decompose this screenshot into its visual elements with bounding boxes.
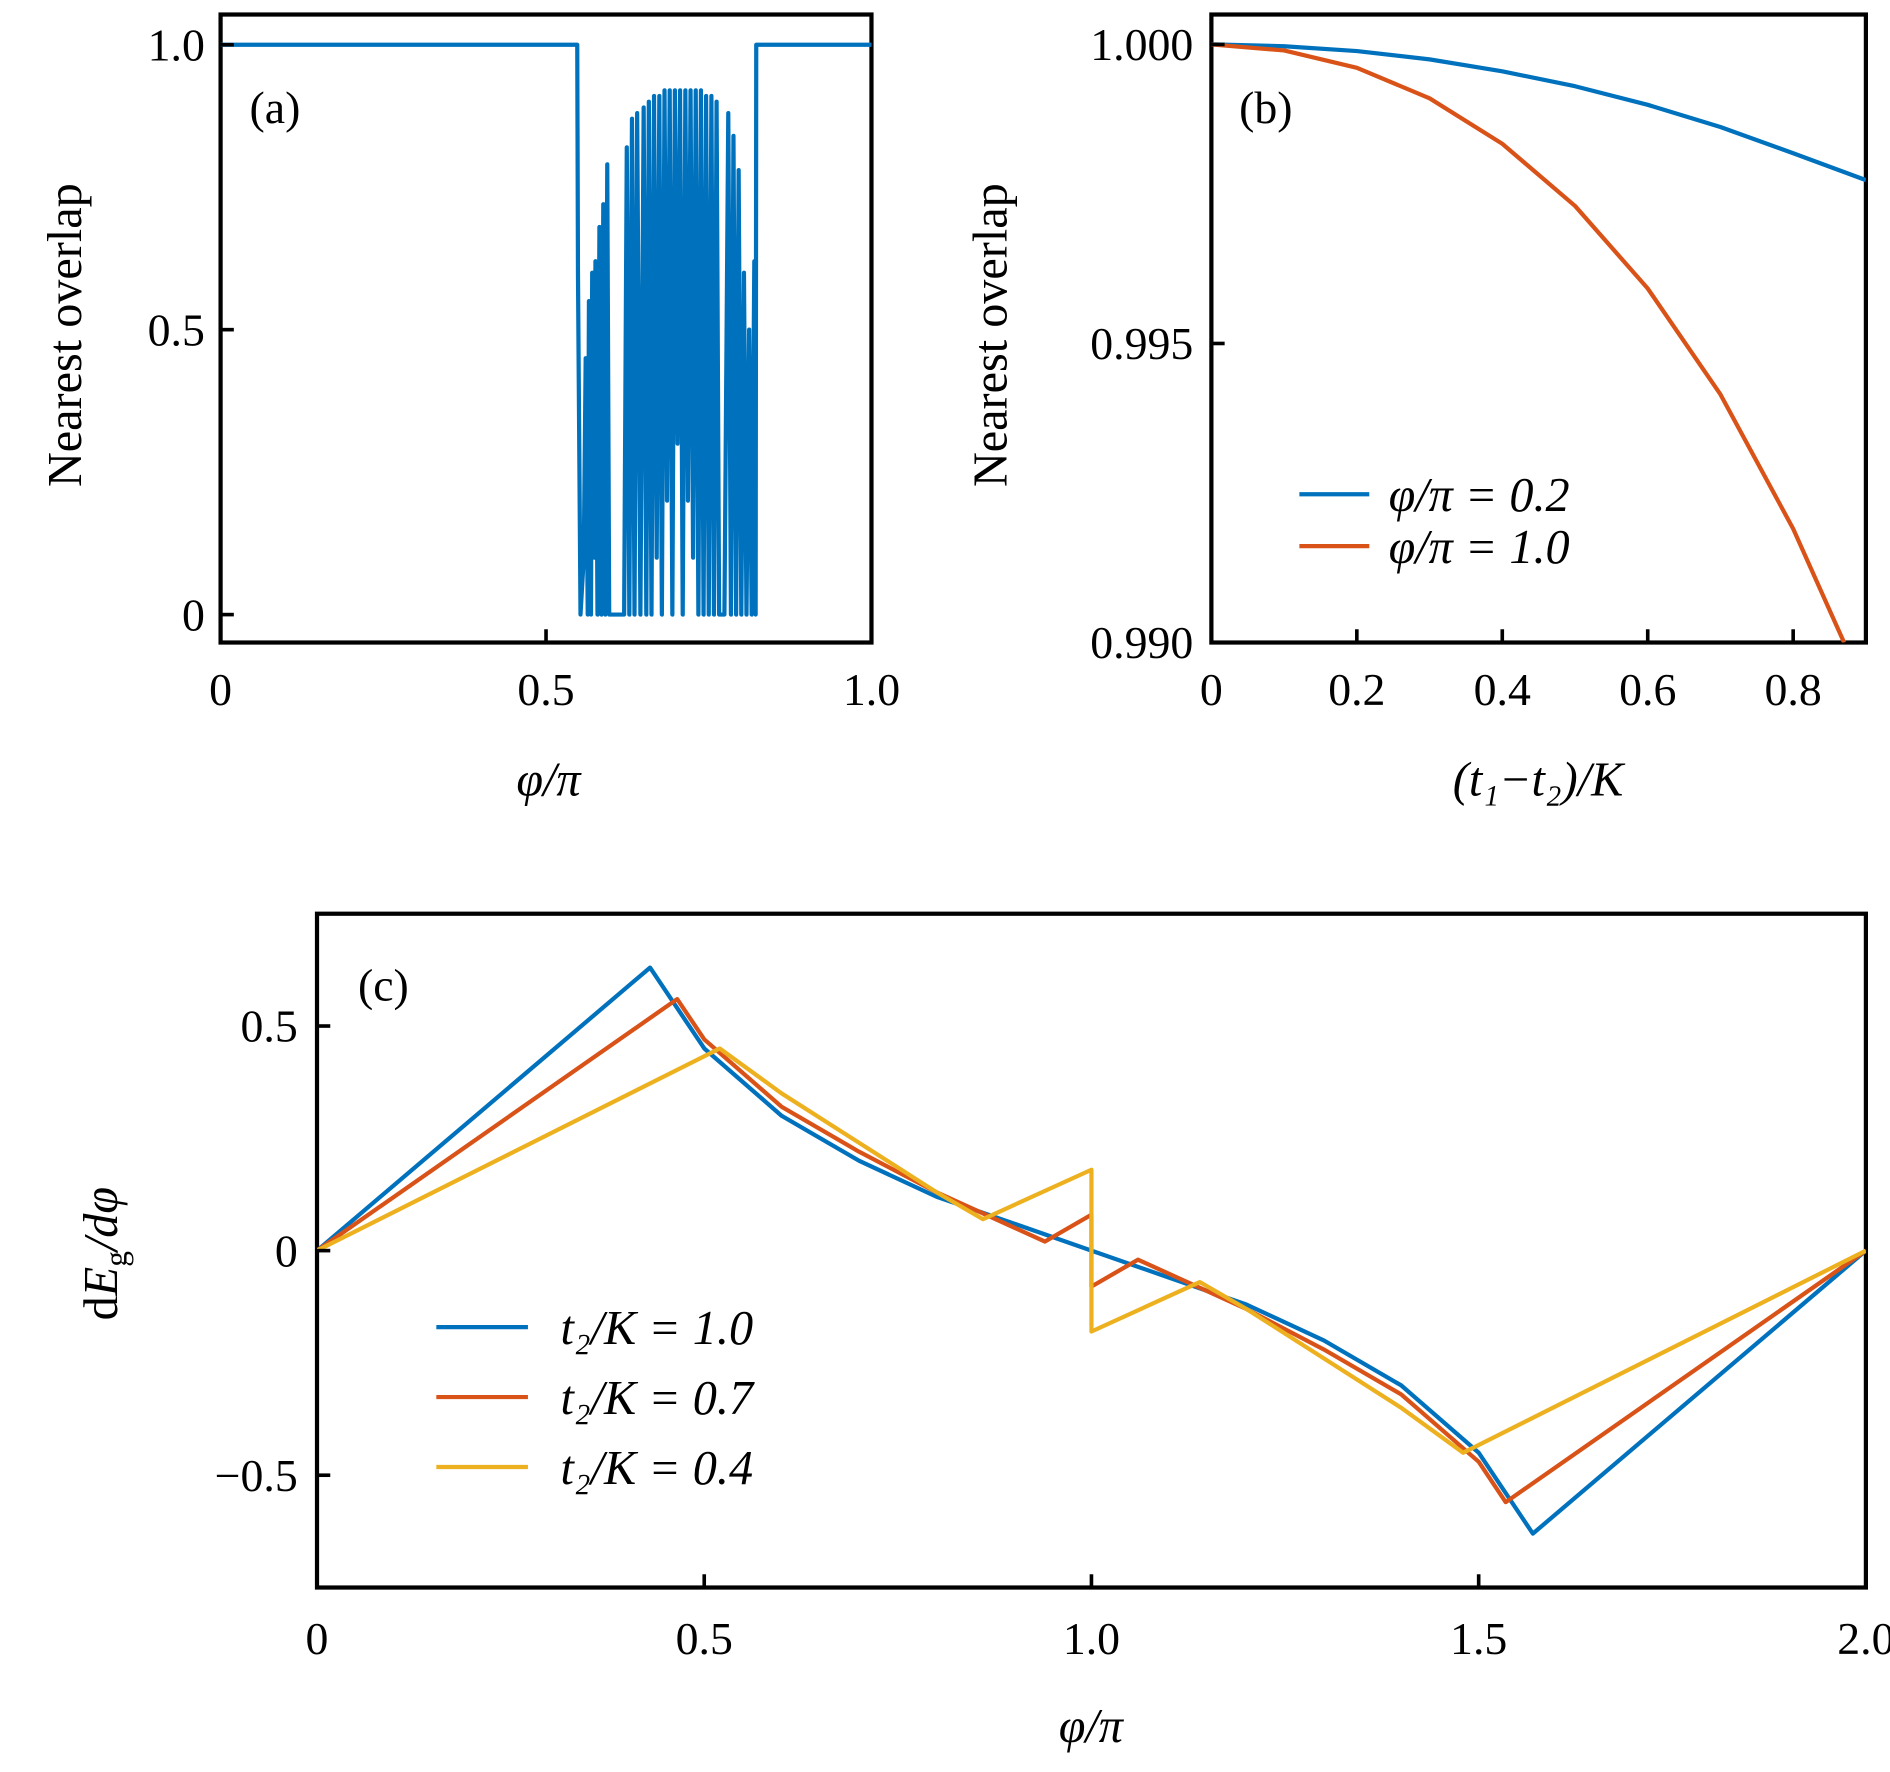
panel-c: (c) dEg/dφ φ/π t₂/K = 1.0 t₂/K = 0.7 t₂/… (75, 911, 1890, 1753)
series-line-a-0 (220, 42, 872, 617)
panel-b-label: (b) (1239, 82, 1292, 133)
legend-label-t2-1.0: t₂/K = 1.0 (560, 1302, 753, 1355)
x-tick-label: 1.5 (1450, 1613, 1507, 1664)
x-tick-label: 0 (306, 1613, 329, 1664)
panel-a: (a) Nearest overlap φ/π 0 0.5 1.0 0 0.5 1.0 (39, 12, 900, 807)
panel-a-xlabel: φ/π (516, 754, 582, 807)
legend-label-phi-1.0: φ/π = 1.0 (1389, 521, 1570, 574)
legend-label-phi-0.2: φ/π = 0.2 (1389, 469, 1570, 522)
legend-label-t2-0.4: t₂/K = 0.4 (560, 1442, 753, 1495)
panel-b: (b) Nearest overlap (t₁−t₂)/K φ/π = 0.2 … (964, 12, 1869, 807)
panel-a-frame (218, 12, 874, 645)
ylabel-sub: g (99, 1251, 134, 1267)
x-tick-label: 0.2 (1328, 664, 1385, 715)
series-line-c-2 (317, 1046, 1866, 1455)
panel-a-label: (a) (250, 82, 301, 133)
x-tick-label: 1.0 (1063, 1613, 1120, 1664)
panel-b-legend: φ/π = 0.2 φ/π = 1.0 (1299, 469, 1570, 574)
ylabel-pre: d (75, 1296, 128, 1320)
panel-b-xlabel: (t₁−t₂)/K (1453, 754, 1626, 807)
panel-c-xlabel: φ/π (1059, 1700, 1125, 1753)
legend-label-t2-0.7: t₂/K = 0.7 (560, 1372, 754, 1425)
panel-b-frame (1209, 12, 1869, 645)
series-line-b-1 (1211, 42, 1847, 643)
y-tick-label: 0.995 (1090, 318, 1193, 369)
y-tick-label: 1.0 (148, 19, 205, 70)
ylabel-main: E (75, 1267, 128, 1297)
panel-c-legend: t₂/K = 1.0 t₂/K = 0.7 t₂/K = 0.4 (436, 1302, 755, 1495)
x-tick-label: 2.0 (1837, 1613, 1890, 1664)
panel-c-ylabel: dEg/dφ (75, 1187, 134, 1320)
x-tick-label: 0 (1200, 664, 1223, 715)
x-tick-label: 0.5 (517, 664, 574, 715)
ylabel-post: /dφ (75, 1187, 128, 1254)
x-tick-label: 0.6 (1619, 664, 1676, 715)
y-tick-label: 0.5 (148, 304, 205, 355)
series-line-b-0 (1211, 42, 1866, 183)
y-tick-label: 0.5 (240, 1001, 297, 1052)
panel-c-label: (c) (358, 960, 409, 1011)
x-tick-label: 0 (209, 664, 232, 715)
x-tick-label: 0.8 (1765, 664, 1822, 715)
y-tick-label: 0.990 (1090, 617, 1193, 668)
x-tick-label: 1.0 (843, 664, 900, 715)
panel-b-ylabel: Nearest overlap (964, 183, 1017, 487)
x-tick-label: 0.4 (1474, 664, 1531, 715)
x-tick-label: 0.5 (676, 1613, 733, 1664)
y-tick-label: 0 (275, 1225, 298, 1276)
y-tick-label: −0.5 (215, 1450, 298, 1501)
y-tick-label: 0 (182, 589, 205, 640)
panel-a-ylabel: Nearest overlap (39, 183, 92, 487)
y-tick-label: 1.000 (1090, 19, 1193, 70)
